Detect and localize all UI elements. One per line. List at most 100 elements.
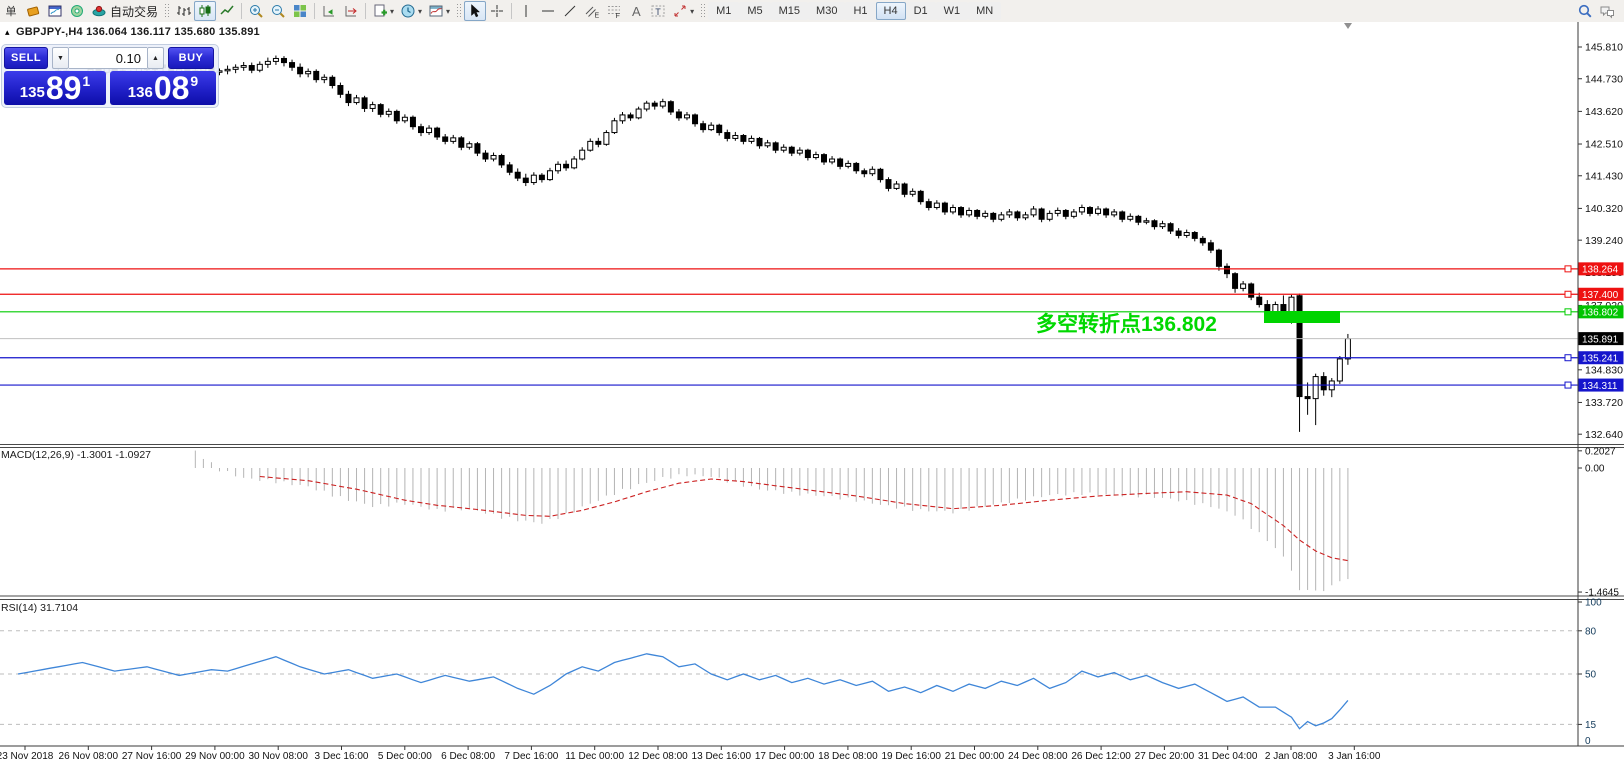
candle-body [587, 140, 594, 151]
candle-body [1167, 223, 1174, 232]
dropdown-caret-icon[interactable]: ▾ [690, 6, 695, 16]
shift-icon [345, 6, 357, 17]
toolbar-search[interactable] [1574, 1, 1596, 21]
time-tick-label: 12 Dec 08:00 [628, 751, 688, 762]
one-click-trading-panel: SELL ▼ ▲ BUY 135 89 1 136 08 9 [1, 44, 219, 108]
timeframe-w1[interactable]: W1 [935, 2, 969, 20]
toolbar-grip[interactable] [700, 3, 706, 19]
toolbar-equidistant-channel[interactable]: E [581, 1, 603, 21]
shift-marker-icon [1344, 23, 1352, 29]
dropdown-caret-icon[interactable]: ▾ [446, 6, 451, 16]
chart-canvas[interactable]: 145.810 144.730 143.620 142.510 141.430 140.3… [0, 22, 1624, 769]
hline-handle-137.400[interactable] [1564, 290, 1572, 298]
toolbar-vertical-line[interactable] [515, 1, 537, 21]
lot-increase-button[interactable]: ▲ [147, 47, 164, 69]
turning-point-highlight[interactable] [1264, 311, 1340, 323]
toolbar-open-chart[interactable] [44, 1, 66, 21]
toolbar-right-icons [1574, 1, 1624, 21]
toolbar-grip[interactable] [164, 3, 170, 19]
sell-price[interactable]: 135 89 1 [4, 71, 107, 105]
toolbar-templates[interactable]: ▾ [369, 1, 397, 21]
hline-handle-134.311[interactable] [1564, 381, 1572, 389]
toolbar-chart-shift[interactable] [340, 1, 362, 21]
lot-decrease-button[interactable]: ▼ [52, 47, 69, 69]
candle-body [788, 146, 795, 154]
candle-body [635, 108, 642, 119]
buy-button[interactable]: BUY [168, 47, 214, 69]
toolbar-profiles[interactable] [66, 1, 88, 21]
candle-body [1111, 211, 1118, 216]
candle-body [377, 104, 384, 115]
vline-icon [525, 5, 527, 17]
price-tick-label: 141.430 [1585, 170, 1623, 182]
toolbar-grip[interactable] [456, 3, 462, 19]
sell-button[interactable]: SELL [4, 47, 48, 69]
time-tick-label: 11 Dec 00:00 [565, 751, 624, 762]
candle-body [1336, 358, 1343, 382]
timeframe-m15[interactable]: M15 [770, 2, 809, 20]
toolbar-periods[interactable]: ▾ [397, 1, 425, 21]
timeframe-mn[interactable]: MN [968, 2, 1002, 20]
candle-body [530, 174, 537, 184]
candle-body [1127, 215, 1134, 220]
trade-controls-row: SELL ▼ ▲ BUY [4, 47, 216, 69]
toolbar-auto-trading[interactable]: 自动交易 [88, 1, 161, 21]
toolbar-indicators[interactable]: ▾ [425, 1, 453, 21]
timeframe-h4[interactable]: H4 [875, 2, 906, 20]
dropdown-caret-icon[interactable]: ▾ [418, 6, 423, 16]
toolbar-separator [241, 3, 243, 19]
toolbar-cursor[interactable] [464, 1, 487, 21]
candle-body [1159, 223, 1166, 228]
timeframe-h1[interactable]: H1 [845, 2, 876, 20]
timeframe-m5[interactable]: M5 [739, 2, 771, 20]
price-tick-label: 145.810 [1585, 42, 1623, 54]
candle-body [990, 212, 997, 220]
price-label-box [1578, 305, 1624, 319]
candle-body [450, 137, 457, 142]
rsi-tick-label: 0 [1585, 736, 1591, 747]
hline-handle-138.264[interactable] [1564, 265, 1572, 273]
hline-handle-135.241[interactable] [1564, 354, 1572, 362]
hline-handle-136.802[interactable] [1564, 308, 1572, 316]
toolbar-orders-partial[interactable]: 单 [0, 1, 22, 21]
toolbar-line-chart[interactable] [216, 1, 238, 21]
candle-body [659, 101, 666, 107]
toolbar-horizontal-line[interactable] [537, 1, 559, 21]
toolbar-bar-chart[interactable] [172, 1, 194, 21]
ohlc-values: 136.064 136.117 135.680 135.891 [86, 26, 260, 38]
toolbar-separator [511, 3, 513, 19]
candle-body [1256, 296, 1263, 306]
toolbar-trendline[interactable] [559, 1, 581, 21]
toolbar-crosshair[interactable] [486, 1, 508, 21]
chart-title: ▴ GBPJPY-,H4 136.064 136.117 135.680 135… [5, 26, 260, 38]
candle-body [1054, 209, 1061, 214]
dropdown-caret-icon[interactable]: ▾ [390, 6, 395, 16]
candle-body [1143, 220, 1150, 223]
price-tick-label: 133.720 [1585, 397, 1623, 409]
toolbar-auto-scroll[interactable] [318, 1, 340, 21]
toolbar-text-label[interactable]: T [647, 1, 669, 21]
candle-body [853, 162, 860, 172]
fibo-icon: F [608, 6, 621, 19]
trade-prices-row: 135 89 1 136 08 9 [4, 71, 216, 105]
toolbar-candlestick-chart[interactable] [194, 1, 217, 21]
candle-body [949, 207, 956, 213]
rsi-tick-label: 50 [1585, 670, 1597, 681]
timeframe-m30[interactable]: M30 [808, 2, 846, 20]
toolbar-tile-windows[interactable] [289, 1, 311, 21]
toolbar-community-chat[interactable] [1596, 1, 1618, 21]
toolbar-arrows[interactable]: ▾ [669, 1, 697, 21]
timeframe-d1[interactable]: D1 [905, 2, 936, 20]
lot-size-input[interactable] [69, 47, 147, 69]
toolbar-zoom-in[interactable] [245, 1, 267, 21]
toolbar-text[interactable]: A [625, 1, 647, 21]
candle-body [401, 116, 408, 122]
toolbar-new-order[interactable] [22, 1, 44, 21]
buy-price[interactable]: 136 08 9 [110, 71, 216, 105]
candlestick-series [15, 55, 1351, 432]
toolbar-zoom-out[interactable] [267, 1, 289, 21]
candle-body [571, 158, 578, 169]
candle-body [1207, 242, 1214, 251]
timeframe-m1[interactable]: M1 [708, 2, 740, 20]
toolbar-fibonacci[interactable]: F [603, 1, 625, 21]
